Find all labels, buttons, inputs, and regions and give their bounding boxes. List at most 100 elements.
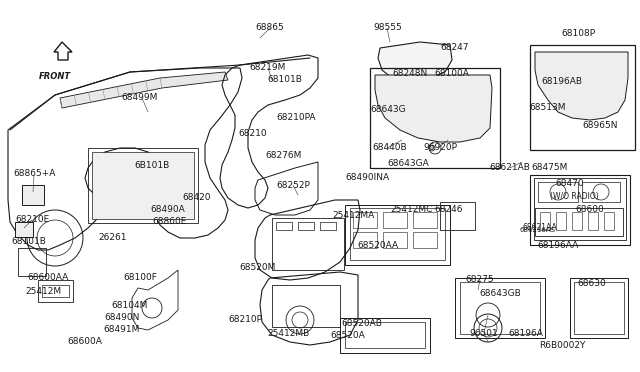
Text: 68248N: 68248N <box>392 70 428 78</box>
Bar <box>460 282 540 334</box>
Text: 68196AB: 68196AB <box>541 77 582 87</box>
Text: 68860E: 68860E <box>153 218 187 227</box>
Text: 68499M: 68499M <box>122 93 158 103</box>
Text: 96920P: 96920P <box>423 144 457 153</box>
Bar <box>440 202 475 230</box>
Bar <box>340 318 430 353</box>
Text: 25412MA: 25412MA <box>332 211 374 219</box>
Text: 68100A: 68100A <box>435 70 469 78</box>
Text: 25412MB: 25412MB <box>267 328 309 337</box>
Bar <box>455 278 545 338</box>
Text: 68101B: 68101B <box>12 237 47 247</box>
Text: 68621AB: 68621AB <box>490 163 531 171</box>
Text: 68196A: 68196A <box>509 328 543 337</box>
Bar <box>540 212 550 230</box>
Text: 98555: 98555 <box>374 22 403 32</box>
Text: 68520AB: 68520AB <box>342 318 383 327</box>
Bar <box>42 285 69 297</box>
Text: 68520A: 68520A <box>331 330 365 340</box>
Text: 68621AA: 68621AA <box>523 224 557 232</box>
Bar <box>556 212 566 230</box>
Text: 68865: 68865 <box>255 23 284 32</box>
Bar <box>15 222 33 237</box>
Polygon shape <box>535 52 628 120</box>
Text: 96501: 96501 <box>470 328 499 337</box>
Text: 68865+A: 68865+A <box>14 170 56 179</box>
Bar <box>413 212 437 228</box>
Polygon shape <box>375 75 492 142</box>
Bar <box>574 282 624 334</box>
Text: 68513M: 68513M <box>530 103 566 112</box>
Bar <box>534 178 626 240</box>
Text: 68247: 68247 <box>441 44 469 52</box>
Bar <box>18 248 46 276</box>
Text: 68252P: 68252P <box>276 180 310 189</box>
Text: 68100F: 68100F <box>123 273 157 282</box>
Text: 68210: 68210 <box>239 128 268 138</box>
Bar <box>92 152 194 219</box>
Bar <box>276 222 292 230</box>
Bar <box>320 222 336 230</box>
Polygon shape <box>378 42 452 80</box>
Text: 68475M: 68475M <box>532 163 568 171</box>
Polygon shape <box>60 72 228 108</box>
Text: 25412M: 25412M <box>25 286 61 295</box>
Text: 68196AA: 68196AA <box>538 241 579 250</box>
Text: 68643GB: 68643GB <box>479 289 521 298</box>
Bar <box>345 322 425 348</box>
Text: 68491M: 68491M <box>104 326 140 334</box>
Text: 68420: 68420 <box>183 193 211 202</box>
Bar <box>383 232 407 248</box>
Bar <box>538 182 578 202</box>
Text: 68490N: 68490N <box>104 314 140 323</box>
Text: 68210E: 68210E <box>15 215 49 224</box>
Text: 68275: 68275 <box>466 276 494 285</box>
Bar <box>345 205 450 265</box>
Text: 68490INA: 68490INA <box>345 173 389 183</box>
Text: 68440B: 68440B <box>372 144 407 153</box>
Text: (W/O RADIO): (W/O RADIO) <box>550 192 598 201</box>
Text: 6B101B: 6B101B <box>134 160 170 170</box>
Text: 68210PA: 68210PA <box>276 113 316 122</box>
Text: 26261: 26261 <box>99 232 127 241</box>
Bar <box>88 148 198 223</box>
Bar <box>353 212 377 228</box>
Text: 68470: 68470 <box>556 179 584 187</box>
Bar <box>272 218 344 270</box>
Text: 68219M: 68219M <box>250 62 286 71</box>
Text: FRONT: FRONT <box>39 72 71 81</box>
Bar <box>582 182 620 202</box>
Bar <box>535 208 623 236</box>
Text: 68210P: 68210P <box>228 315 262 324</box>
Bar <box>572 212 582 230</box>
Bar <box>604 212 614 230</box>
Bar <box>353 232 377 248</box>
Bar <box>413 232 437 248</box>
Bar <box>530 175 630 245</box>
Text: 68630: 68630 <box>578 279 606 288</box>
Bar <box>38 280 73 302</box>
Bar <box>588 212 598 230</box>
Bar <box>272 285 340 327</box>
Text: 68643GA: 68643GA <box>387 158 429 167</box>
Polygon shape <box>54 42 72 60</box>
Text: 68520M: 68520M <box>240 263 276 273</box>
Text: 68108P: 68108P <box>561 29 595 38</box>
Text: 68101B: 68101B <box>268 74 303 83</box>
Text: 68490A: 68490A <box>150 205 186 215</box>
Text: 686216AS: 686216AS <box>520 227 556 233</box>
Text: 68600AA: 68600AA <box>28 273 68 282</box>
Text: 68246: 68246 <box>435 205 463 215</box>
Text: R6B0002Y: R6B0002Y <box>539 340 585 350</box>
Bar <box>298 222 314 230</box>
Text: 68276M: 68276M <box>266 151 302 160</box>
Text: 68643G: 68643G <box>370 106 406 115</box>
Bar <box>383 212 407 228</box>
Text: 68965N: 68965N <box>582 122 618 131</box>
Bar <box>22 185 44 205</box>
Bar <box>530 45 635 150</box>
Bar <box>370 68 500 168</box>
Circle shape <box>429 145 435 151</box>
Text: 68520AA: 68520AA <box>357 241 399 250</box>
Bar <box>570 278 628 338</box>
